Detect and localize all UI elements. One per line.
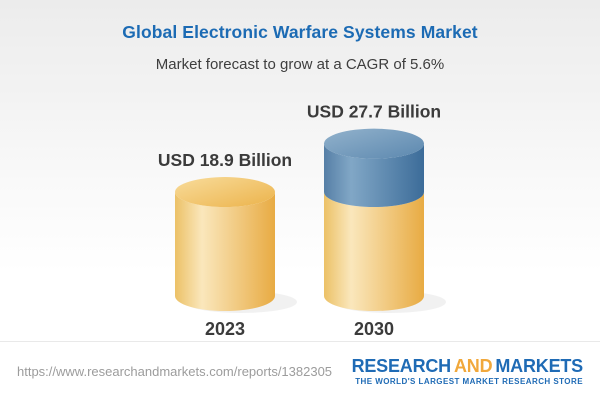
cylinder-top-cap bbox=[324, 128, 424, 159]
cylinder-segment-yellow bbox=[175, 192, 275, 311]
bar-category-label: 2030 bbox=[354, 319, 394, 339]
chart-plot-area: USD 18.9 Billion 2023 USD 27.7 Billion 2030 bbox=[0, 80, 600, 341]
chart-title: Global Electronic Warfare Systems Market bbox=[122, 22, 478, 42]
logo-wordmark: RESEARCH AND MARKETS bbox=[351, 355, 584, 376]
bar-data-label: USD 27.7 Billion bbox=[307, 102, 441, 122]
chart-subtitle: Market forecast to grow at a CAGR of 5.6… bbox=[155, 56, 445, 73]
bar-data-label: USD 18.9 Billion bbox=[158, 150, 292, 170]
logo-word-research: RESEARCH bbox=[351, 355, 452, 376]
chart-card: Global Electronic Warfare Systems Market… bbox=[0, 0, 600, 341]
market-size-cylinder-chart: USD 18.9 Billion 2023 USD 27.7 Billion 2030 bbox=[158, 102, 446, 339]
logo-word-and: AND bbox=[453, 355, 493, 376]
cylinder-segment-yellow bbox=[324, 192, 424, 311]
report-url: https://www.researchandmarkets.com/repor… bbox=[17, 363, 333, 379]
footer: https://www.researchandmarkets.com/repor… bbox=[0, 341, 600, 400]
cylinder-segment-blue bbox=[324, 143, 424, 208]
logo-word-markets: MARKETS bbox=[495, 355, 583, 376]
research-and-markets-logo: RESEARCH AND MARKETS THE WORLD'S LARGEST M… bbox=[351, 355, 584, 386]
bar-category-label: 2023 bbox=[205, 319, 245, 339]
logo-tagline: THE WORLD'S LARGEST MARKET RESEARCH STOR… bbox=[355, 376, 583, 386]
cylinder-top-cap bbox=[175, 177, 275, 208]
chart-header: Global Electronic Warfare Systems Market… bbox=[0, 0, 600, 73]
